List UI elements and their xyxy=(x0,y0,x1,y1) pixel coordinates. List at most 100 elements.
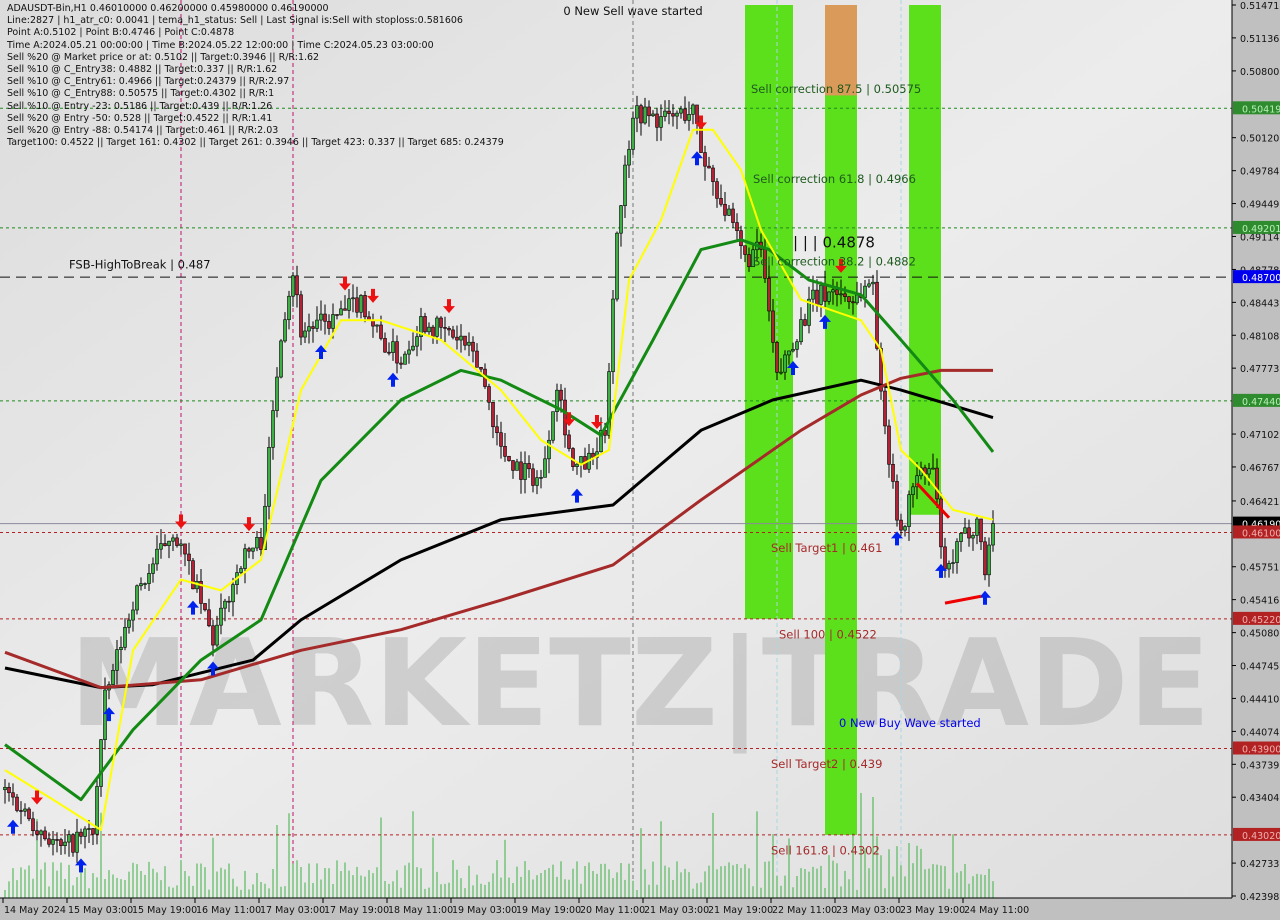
candle-body xyxy=(467,341,471,346)
candle xyxy=(167,540,171,559)
candle-body xyxy=(939,498,943,548)
candle xyxy=(299,290,303,346)
candle xyxy=(611,290,615,385)
candle xyxy=(11,783,15,806)
candle-body xyxy=(803,319,807,326)
candle-body xyxy=(531,468,535,486)
candle xyxy=(839,279,843,305)
candle xyxy=(927,463,931,486)
info-line: Sell %20 @ Entry -50: 0.528 || Target:0.… xyxy=(7,112,273,124)
candle xyxy=(171,534,175,552)
candle-body xyxy=(103,689,107,740)
price-level-badge xyxy=(1233,393,1280,407)
chart-annotation: 0 New Buy Wave started xyxy=(839,716,981,730)
candle xyxy=(771,298,775,353)
candle xyxy=(903,525,907,537)
price-axis[interactable]: 0.51471 0.51136 0.50800 0.50120 0.49784 0.494… xyxy=(1232,1,1280,903)
candle xyxy=(19,801,23,825)
indicator-info-panel: ADAUSDT-Bin,H1 0.46010000 0.46200000 0.4… xyxy=(7,3,504,149)
candle-body xyxy=(619,205,623,234)
sell-arrow-icon xyxy=(339,276,351,291)
candle xyxy=(323,304,327,335)
ma_brown-line xyxy=(4,368,993,690)
info-line: Time A:2024.05.21 00:00:00 | Time B:2024… xyxy=(7,39,434,51)
candle xyxy=(827,291,831,305)
signal-zone xyxy=(825,5,857,835)
symbol-ohlc: ADAUSDT-Bin,H1 0.46010000 0.46200000 0.4… xyxy=(7,3,329,14)
candle-body xyxy=(743,245,747,255)
sell-arrow-icon xyxy=(563,412,575,427)
candle-body xyxy=(219,607,223,626)
price-tick-label: 0.43404 xyxy=(1240,793,1279,804)
candle-body xyxy=(715,181,719,199)
price-tick-label: 0.49784 xyxy=(1240,167,1279,178)
candle-body xyxy=(575,463,579,467)
candle-body xyxy=(287,295,291,321)
candle xyxy=(675,110,679,130)
candle-body xyxy=(211,625,215,646)
candle xyxy=(683,96,687,124)
candle-body xyxy=(27,808,31,820)
candle xyxy=(703,145,707,181)
candle xyxy=(287,290,291,330)
candle-body xyxy=(943,546,947,570)
candle-body xyxy=(683,108,687,121)
candle xyxy=(267,436,271,520)
candle-body xyxy=(295,275,299,296)
candle-body xyxy=(863,285,867,298)
support-trendline xyxy=(944,594,982,605)
candle xyxy=(767,264,771,322)
candle xyxy=(715,178,719,208)
candle xyxy=(895,474,899,527)
candle xyxy=(799,307,803,345)
candle-body xyxy=(83,828,87,837)
candle-body xyxy=(947,563,951,570)
candle-body xyxy=(607,371,611,436)
sell-arrow-icon xyxy=(591,414,603,429)
candle-body xyxy=(839,293,843,296)
candle-body xyxy=(111,670,115,685)
candle xyxy=(511,460,515,479)
candle xyxy=(151,557,155,583)
candle-body xyxy=(659,116,663,128)
candle xyxy=(551,411,555,444)
candle-body xyxy=(911,486,915,495)
candle-body xyxy=(175,537,179,546)
candle xyxy=(775,340,779,381)
buy-arrow-icon xyxy=(103,707,115,722)
candle-body xyxy=(391,341,395,353)
candle-body xyxy=(719,198,723,205)
candle xyxy=(59,837,63,855)
time-tick-label: 24 May 11:00 xyxy=(964,905,1029,916)
candle-body xyxy=(183,543,187,555)
price-tick-label: 0.45416 xyxy=(1240,596,1279,607)
candle xyxy=(47,832,51,848)
candle xyxy=(439,316,443,341)
candle-body xyxy=(319,313,323,321)
candle-body xyxy=(887,425,891,465)
candle-body xyxy=(423,316,427,333)
candle xyxy=(691,103,695,125)
candle xyxy=(179,539,183,555)
price-level-badge xyxy=(1233,101,1280,115)
candle xyxy=(303,322,307,344)
candle-body xyxy=(883,390,887,427)
candle xyxy=(499,421,503,459)
candle xyxy=(399,356,403,369)
price-level-badge xyxy=(1233,220,1280,234)
candle-body xyxy=(927,468,931,475)
info-line: Sell %10 @ C_Entry61: 0.4966 || Target:0… xyxy=(7,76,290,88)
candle xyxy=(163,534,167,547)
candle xyxy=(751,242,755,268)
sell-arrow-icon xyxy=(695,115,707,130)
price-tick-label: 0.45080 xyxy=(1240,629,1279,640)
candle-body xyxy=(523,463,527,480)
candle-body xyxy=(191,560,195,590)
candle-body xyxy=(623,164,627,206)
candle xyxy=(723,191,727,222)
candle-body xyxy=(847,296,851,303)
candle-body xyxy=(687,114,691,121)
candle xyxy=(523,451,527,494)
